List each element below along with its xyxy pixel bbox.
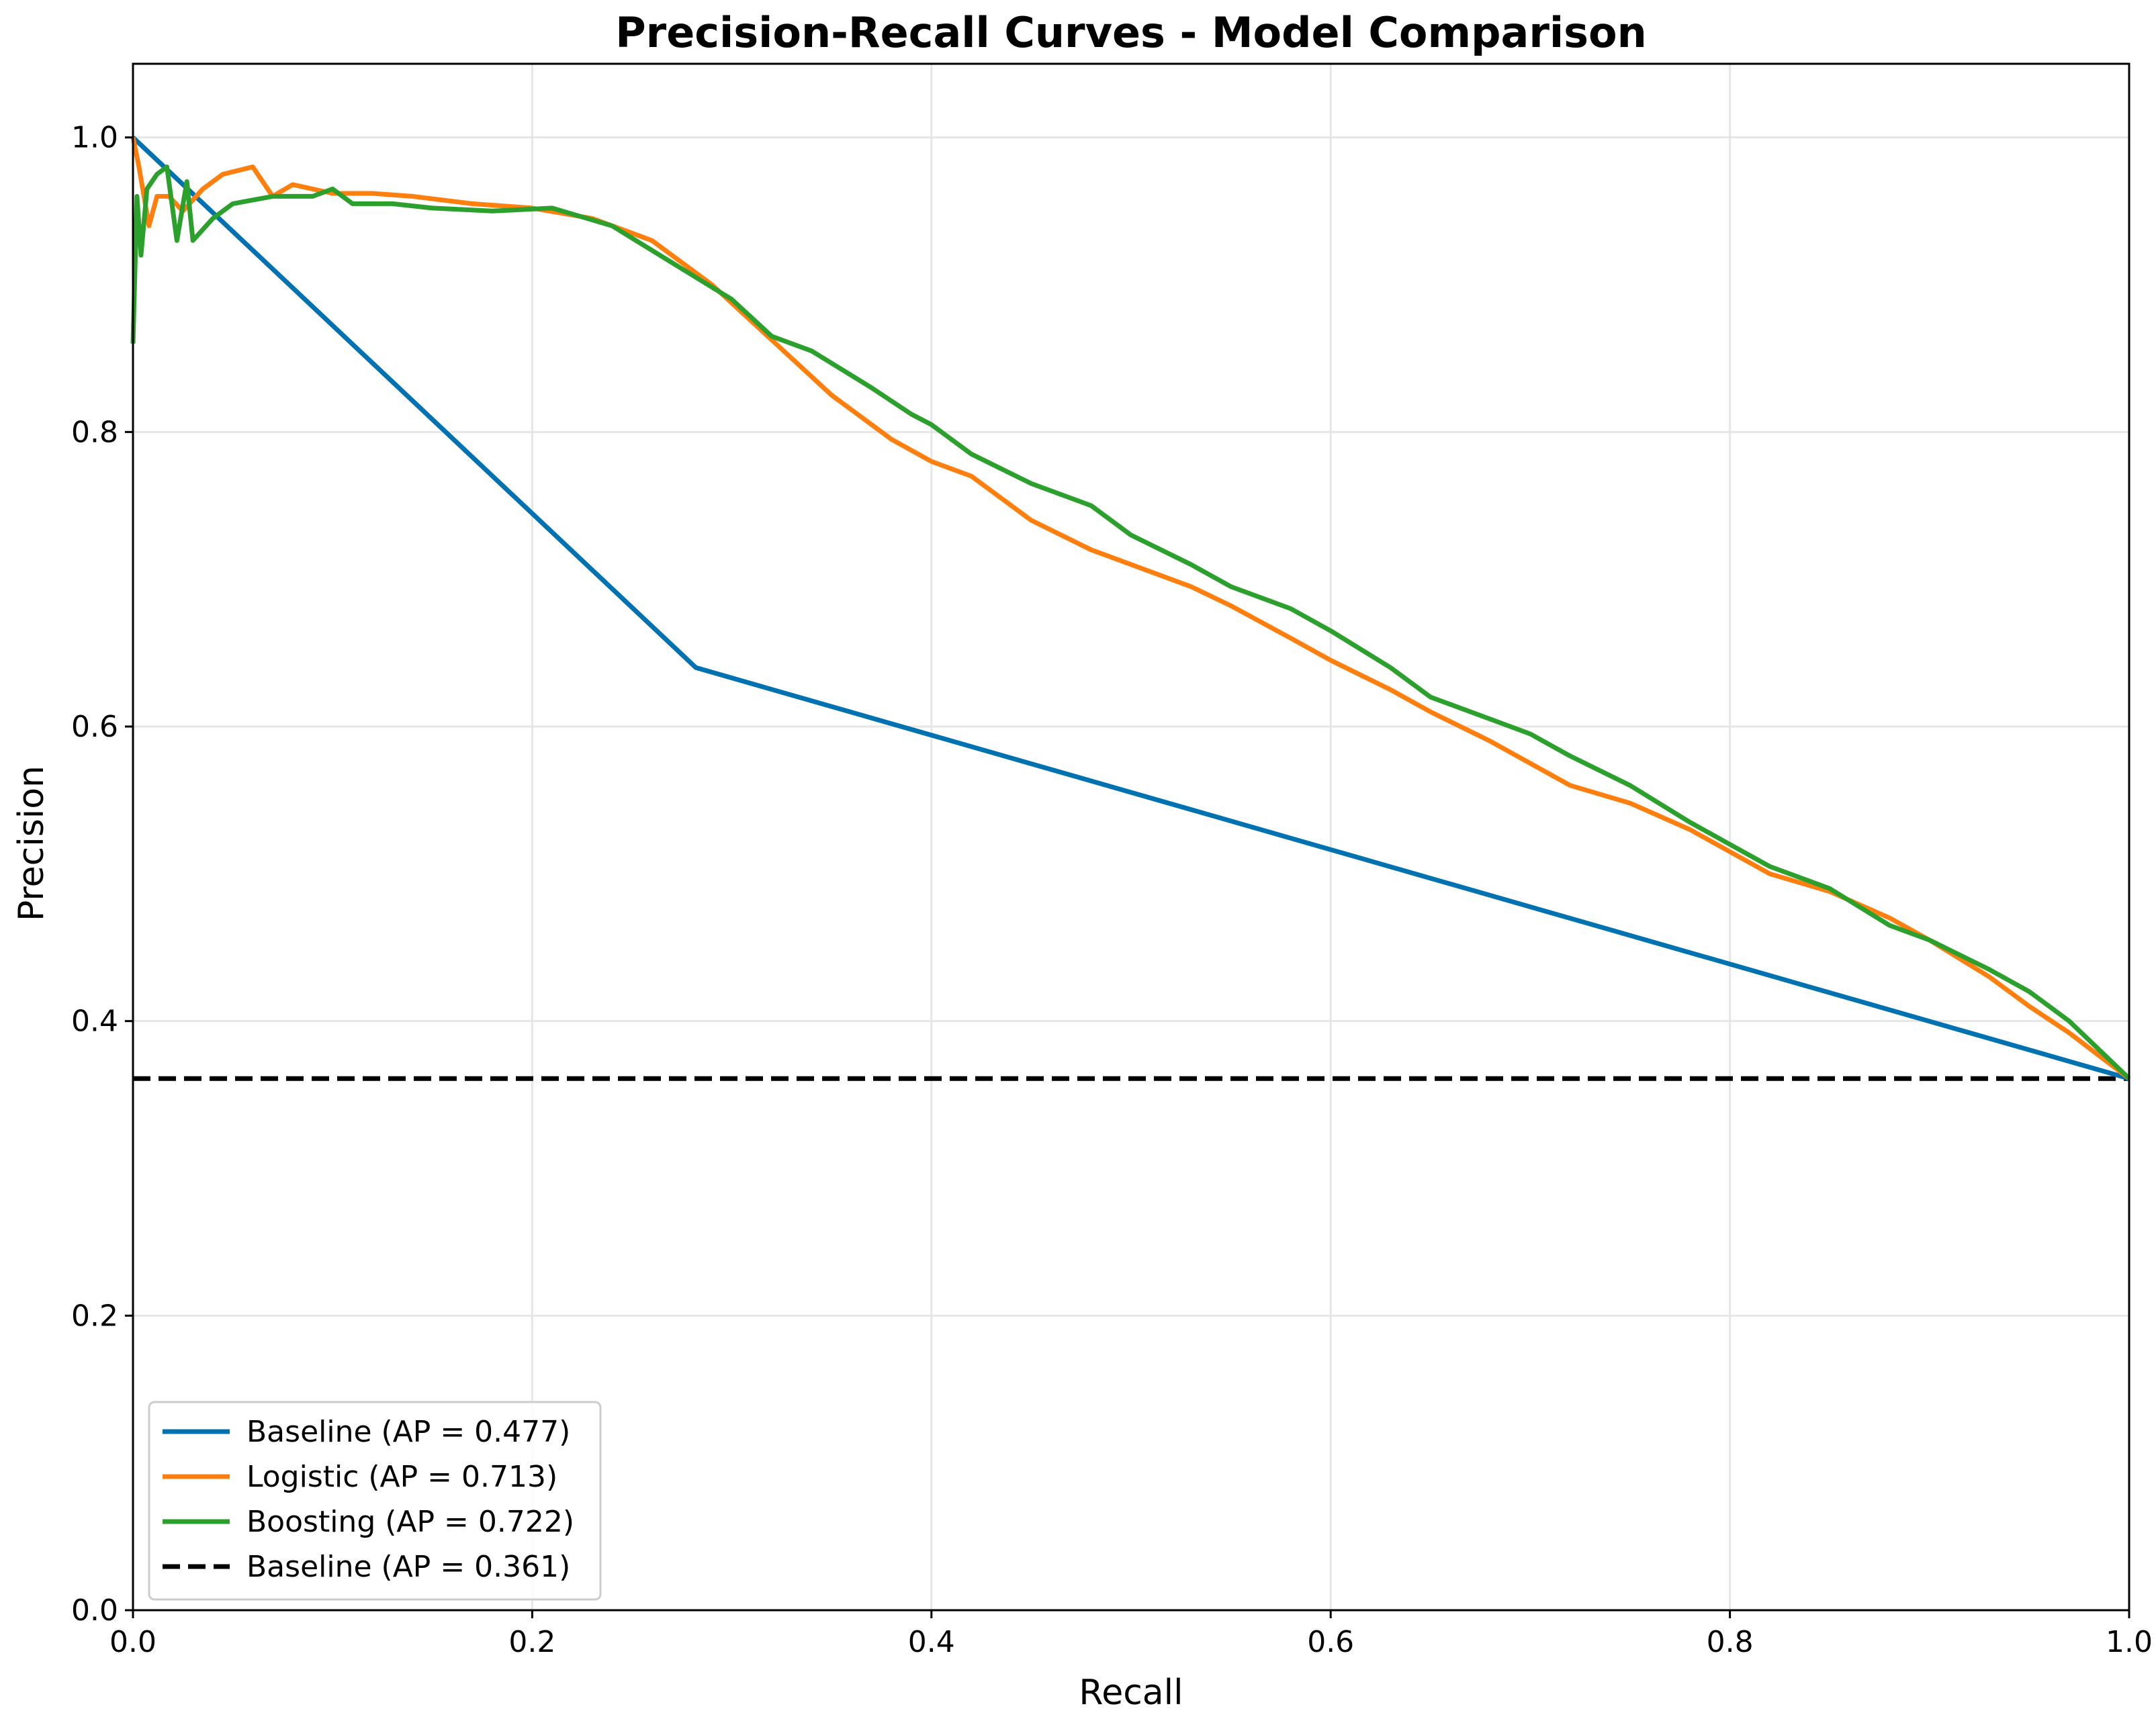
y-tick-label: 0.4 bbox=[71, 1005, 118, 1039]
legend-label: Baseline (AP = 0.361) bbox=[246, 1550, 570, 1584]
x-tick-label: 0.4 bbox=[908, 1625, 955, 1659]
ticks-layer: 0.0 0.2 0.4 0.6 0.8 1.0 0.0 0.2 0.4 0.6 0.8 1.0 bbox=[71, 121, 2153, 1659]
legend-label: Logistic (AP = 0.713) bbox=[246, 1460, 557, 1494]
series-line-0 bbox=[131, 136, 2130, 1081]
legend-box bbox=[148, 1401, 602, 1601]
series-line-1 bbox=[130, 137, 2131, 1080]
x-tick-label: 1.0 bbox=[2106, 1625, 2153, 1659]
legend-label: Boosting (AP = 0.722) bbox=[246, 1505, 574, 1539]
legend-label: Baseline (AP = 0.477) bbox=[246, 1415, 570, 1449]
series-line-2 bbox=[130, 165, 2131, 1080]
y-tick-label: 1.0 bbox=[71, 121, 118, 155]
x-tick-label: 0.6 bbox=[1307, 1625, 1354, 1659]
series-layer bbox=[130, 136, 2131, 1081]
plot-frame bbox=[132, 62, 2130, 1612]
legend: Baseline (AP = 0.477) Logistic (AP = 0.71… bbox=[148, 1401, 602, 1601]
x-tick-label: 0.0 bbox=[109, 1625, 156, 1659]
x-tick-label: 0.2 bbox=[508, 1625, 555, 1659]
y-tick-label: 0.8 bbox=[71, 415, 118, 449]
x-axis-label: Recall bbox=[1079, 1673, 1183, 1713]
chart-title: Precision-Recall Curves - Model Comparis… bbox=[615, 8, 1647, 57]
y-tick-label: 0.2 bbox=[71, 1299, 118, 1333]
x-tick-label: 0.8 bbox=[1707, 1625, 1754, 1659]
y-axis-label: Precision bbox=[11, 765, 52, 921]
grid-layer bbox=[132, 64, 2130, 1612]
y-tick-label: 0.6 bbox=[71, 710, 118, 744]
y-tick-label: 0.0 bbox=[71, 1593, 118, 1628]
